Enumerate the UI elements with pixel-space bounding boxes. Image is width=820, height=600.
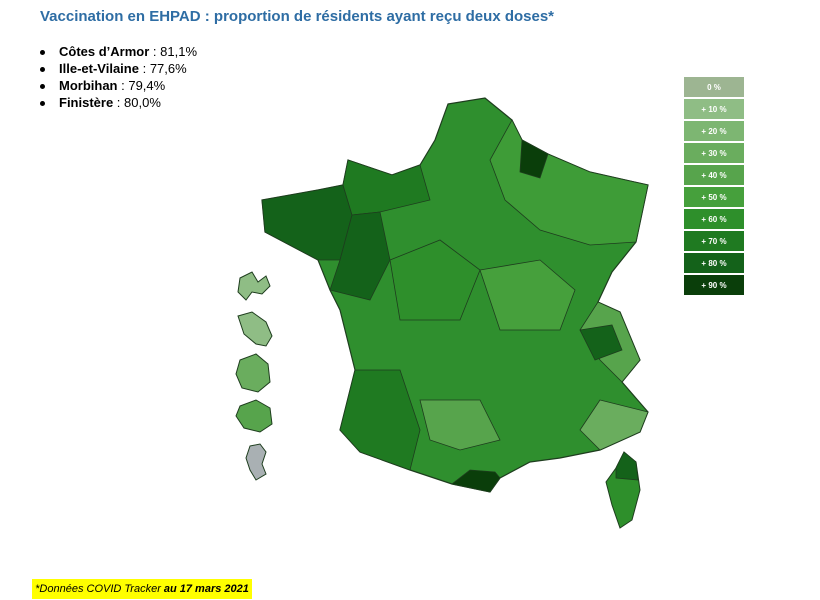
stat-value: 79,4% [128,78,166,93]
legend-label: + 80 % [701,258,727,268]
mayotte [245,443,267,481]
footnote-date: au 17 mars 2021 [163,583,249,595]
region-pyrenees-orientales [451,469,501,493]
stat-value: 80,0% [124,95,161,110]
legend-label: + 30 % [701,148,727,158]
region-brittany [261,184,353,261]
bullet-icon [40,83,45,89]
legend-swatch: + 90 % [684,275,744,295]
region-loire-coast [329,211,391,301]
region-centre-east [479,259,576,331]
guadeloupe [237,271,271,301]
legend-swatch: + 70 % [684,231,744,251]
stat-item: Morbihan : 79,4% [40,78,197,94]
legend-swatch: + 60 % [684,209,744,229]
footnote-source: *Données COVID Tracker [35,583,161,595]
region-south-east [579,399,649,451]
stat-item: Ille-et-Vilaine : 77,6% [40,61,197,77]
martinique [237,311,273,347]
stat-name: Côtes d’Armor [59,44,150,59]
legend-swatch: + 10 % [684,99,744,119]
legend-swatch: + 80 % [684,253,744,273]
bullet-icon [40,49,45,55]
stat-value: 81,1% [160,44,198,59]
legend-swatch: + 40 % [684,165,744,185]
legend-swatch: + 20 % [684,121,744,141]
region-south-central [419,399,501,451]
department-stats-list: Côtes d’Armor : 81,1% Ille-et-Vilaine : … [40,44,197,112]
stat-item: Finistère : 80,0% [40,95,197,111]
corsica-north [615,451,639,481]
source-footnote: *Données COVID Tracker au 17 mars 2021 [32,579,252,599]
legend: 0 % + 10 % + 20 % + 30 % + 40 % + 50 % +… [684,77,744,297]
legend-label: + 20 % [701,126,727,136]
legend-label: + 90 % [701,280,727,290]
legend-label: + 40 % [701,170,727,180]
stat-item: Côtes d’Armor : 81,1% [40,44,197,60]
region-centre [389,239,481,321]
stat-name: Finistère [59,95,114,110]
stat-name: Morbihan [59,78,118,93]
region-ardennes [519,139,549,179]
legend-swatch: 0 % [684,77,744,97]
bullet-icon [40,66,45,72]
bullet-icon [40,100,45,106]
legend-label: 0 % [707,82,721,92]
stat-name: Ille-et-Vilaine [59,61,139,76]
legend-label: + 70 % [701,236,727,246]
stat-value: 77,6% [149,61,187,76]
legend-label: + 10 % [701,104,727,114]
legend-swatch: + 50 % [684,187,744,207]
legend-swatch: + 30 % [684,143,744,163]
region-south-west [339,369,421,471]
guyane-slot [235,353,271,393]
reunion [235,399,273,433]
page-title: Vaccination en EHPAD : proportion de rés… [40,8,555,25]
legend-label: + 60 % [701,214,727,224]
region-savoie [579,324,623,361]
legend-label: + 50 % [701,192,727,202]
